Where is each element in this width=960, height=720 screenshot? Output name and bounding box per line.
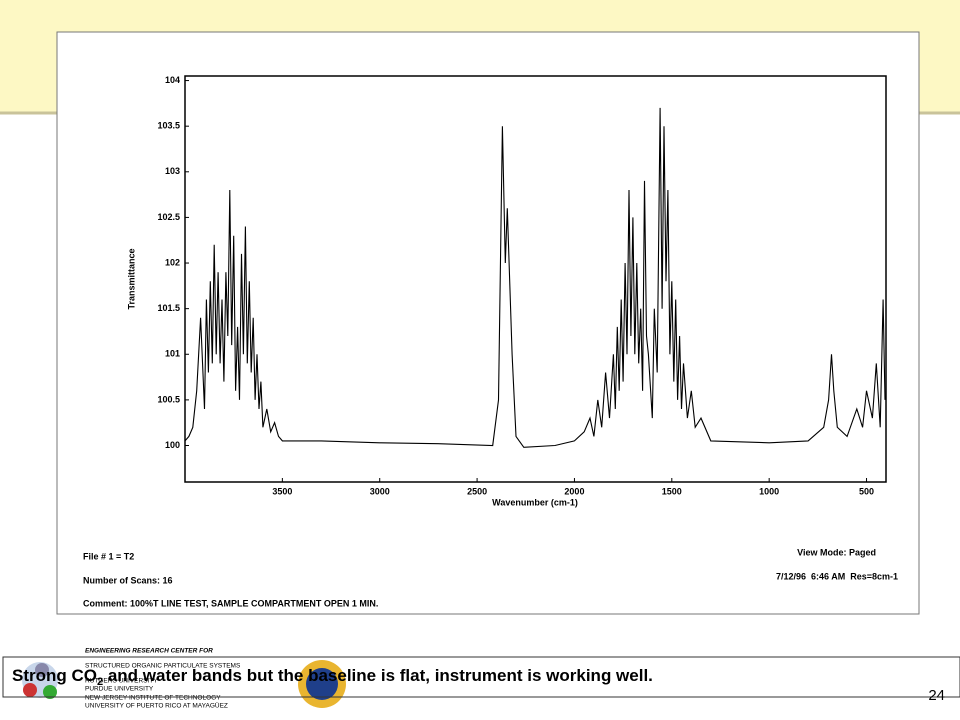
y-tick-label: 104 bbox=[165, 75, 180, 85]
logo-text: STRUCTURED ORGANIC PARTICULATE SYSTEMS bbox=[85, 663, 241, 670]
logo-text: NEW JERSEY INSTITUTE OF TECHNOLOGY bbox=[85, 695, 221, 702]
y-tick-label: 103 bbox=[165, 166, 180, 176]
file-label: File # 1 = T2 bbox=[83, 551, 134, 561]
plot: 100 100.5 101 101.5 102 102.5 103 103.5 104 3500 3… bbox=[157, 75, 886, 496]
caption-sub: 2 bbox=[97, 676, 103, 688]
y-tick-label: 103.5 bbox=[157, 121, 180, 131]
caption-text: Strong CO bbox=[12, 666, 97, 685]
x-tick-label: 2000 bbox=[564, 486, 584, 496]
logo-text: PURDUE UNIVERSITY bbox=[85, 686, 154, 693]
nsf-logo bbox=[306, 668, 338, 700]
x-axis-label: Wavenumber (cm-1) bbox=[492, 497, 578, 507]
caption: Strong CO2 and water bands but the basel… bbox=[12, 666, 653, 687]
date-label: 7/12/96 6:46 AM Res=8cm-1 bbox=[776, 571, 898, 581]
logo-text: RUTGERS UNIVERSITY bbox=[85, 678, 158, 685]
scans-label: Number of Scans: 16 bbox=[83, 575, 173, 585]
y-tick-label: 101 bbox=[165, 349, 180, 359]
spectrum-line bbox=[184, 107, 886, 448]
y-tick-label: 102 bbox=[165, 257, 180, 267]
y-tick-label: 100 bbox=[165, 440, 180, 450]
logo-dot bbox=[35, 663, 49, 677]
x-tick-label: 3500 bbox=[272, 486, 292, 496]
x-tick-label: 500 bbox=[859, 486, 874, 496]
view-label: View Mode: Paged bbox=[797, 547, 876, 557]
x-tick-label: 1500 bbox=[662, 486, 682, 496]
y-tick-label: 101.5 bbox=[157, 303, 180, 313]
x-tick-label: 3000 bbox=[370, 486, 390, 496]
logo-text: UNIVERSITY OF PUERTO RICO AT MAYAGÜEZ bbox=[85, 702, 228, 710]
logo-dot bbox=[43, 685, 57, 699]
spectrum-image bbox=[56, 31, 920, 615]
caption-box bbox=[2, 656, 960, 698]
logo-dot bbox=[23, 683, 37, 697]
comment-label: Comment: 100%T LINE TEST, SAMPLE COMPART… bbox=[83, 598, 378, 608]
page-number: 24 bbox=[928, 687, 945, 704]
x-tick-label: 2500 bbox=[467, 486, 487, 496]
x-tick-label: 1000 bbox=[759, 486, 779, 496]
logo-text: ENGINEERING RESEARCH CENTER FOR bbox=[85, 648, 213, 655]
y-tick-label: 102.5 bbox=[157, 212, 180, 222]
plot-frame bbox=[184, 75, 887, 483]
y-axis-label: Transmittance bbox=[126, 248, 136, 309]
caption-text: and water bands but the baseline is flat… bbox=[103, 666, 653, 685]
y-tick-label: 100.5 bbox=[157, 394, 180, 404]
